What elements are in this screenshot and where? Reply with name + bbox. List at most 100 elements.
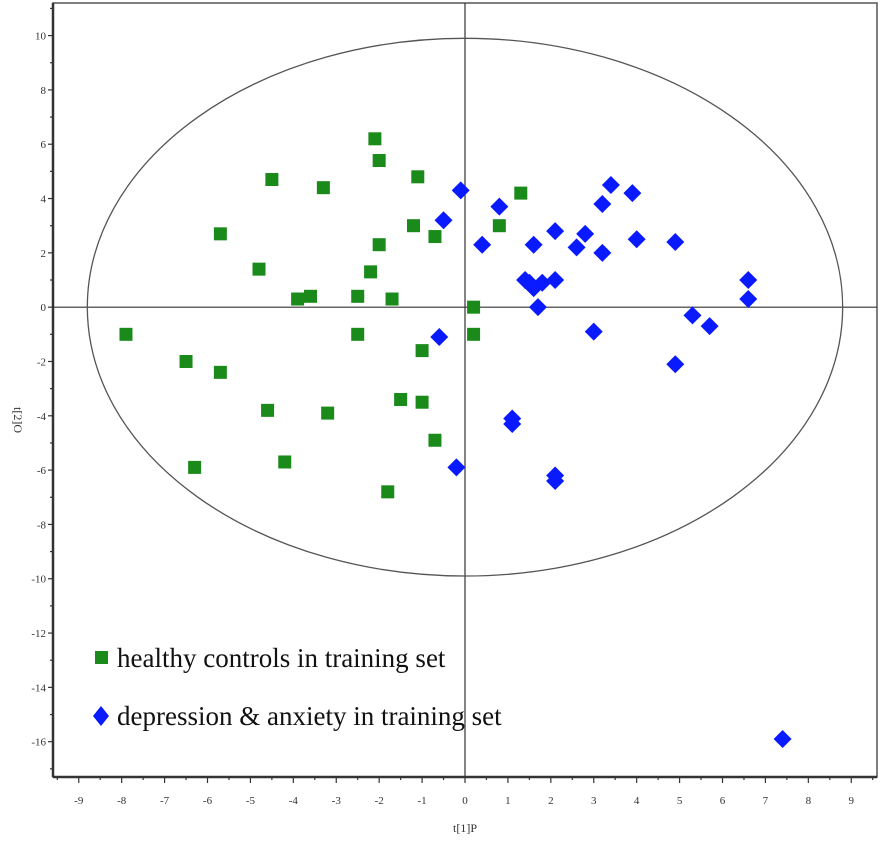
healthy-control-point: [316, 181, 330, 195]
depression-anxiety-point: [503, 414, 522, 433]
depression-anxiety-point: [593, 243, 612, 262]
depression-anxiety-point: [584, 322, 603, 341]
x-tick-label: 0: [462, 795, 468, 807]
x-tick-label: 2: [548, 795, 554, 807]
depression-anxiety-point: [490, 197, 509, 216]
healthy-control-point: [372, 238, 386, 252]
depression-anxiety-point: [528, 298, 547, 317]
depression-anxiety-point: [546, 222, 565, 241]
healthy-control-point: [252, 262, 266, 276]
x-tick-label: 3: [591, 795, 597, 807]
healthy-control-point: [381, 485, 395, 499]
healthy-control-point: [351, 327, 365, 341]
depression-anxiety-point: [576, 224, 595, 243]
axes: -9 -8 -7 -6 -5 -4 -3 -2 -1 0 1 2 3 4 5 6 7 8 91086420-2-4-…: [31, 2, 878, 807]
depression-anxiety-point: [593, 194, 612, 213]
depression-anxiety-point: [773, 729, 792, 748]
healthy-control-point: [514, 186, 528, 200]
healthy-control-point: [428, 230, 442, 244]
depression-anxiety-point: [700, 317, 719, 336]
depression-anxiety-point: [434, 211, 453, 230]
depression-anxiety-point: [473, 235, 492, 254]
depression-anxiety-point: [447, 458, 466, 477]
depression-anxiety-point: [546, 471, 565, 490]
healthy-control-point: [467, 327, 481, 341]
healthy-control-point: [492, 219, 506, 233]
x-tick-label: -7: [160, 795, 170, 807]
y-tick-label: -14: [31, 682, 46, 694]
depression-anxiety-point: [546, 271, 565, 290]
x-tick-label: 6: [720, 795, 726, 807]
healthy-control-point: [415, 395, 429, 409]
healthy-control-point: [467, 300, 481, 314]
healthy-control-point: [415, 344, 429, 358]
x-tick-label: -3: [332, 795, 342, 807]
x-tick-label: -5: [246, 795, 256, 807]
depression-anxiety-point: [524, 235, 543, 254]
depression-anxiety-point: [666, 232, 685, 251]
healthy-control-point: [351, 289, 365, 303]
depression-anxiety-point: [683, 306, 702, 325]
y-tick-label: -16: [31, 737, 46, 749]
healthy-control-point: [119, 327, 133, 341]
y-tick-label: -12: [31, 628, 46, 640]
healthy-control-point: [265, 173, 279, 187]
legend-label-healthy: healthy controls in training set: [117, 643, 446, 673]
legend-label-depression: depression & anxiety in training set: [117, 701, 502, 731]
depression-anxiety-point: [533, 273, 552, 292]
healthy-control-point: [278, 455, 292, 469]
depression-anxiety-point: [430, 328, 449, 347]
y-tick-label: 8: [41, 85, 47, 97]
x-tick-label: 5: [677, 795, 683, 807]
healthy-control-point: [407, 219, 420, 233]
healthy-control-point: [321, 406, 335, 420]
healthy-control-point: [394, 393, 408, 407]
x-tick-label: 8: [806, 795, 812, 807]
healthy-control-point: [428, 433, 442, 447]
y-tick-label: -6: [37, 465, 47, 477]
healthy-control-point: [188, 460, 202, 474]
depression-anxiety-point: [739, 271, 758, 290]
healthy-control-point: [291, 292, 305, 306]
healthy-control-point: [372, 154, 386, 168]
y-axis-label: t[2]O: [11, 407, 25, 433]
y-tick-label: -8: [37, 519, 47, 531]
x-tick-label: -9: [74, 795, 84, 807]
healthy-control-point: [213, 365, 227, 379]
healthy-control-point: [213, 227, 227, 241]
x-tick-label: -4: [289, 795, 299, 807]
data-points: [119, 132, 792, 748]
depression-anxiety-point: [567, 238, 586, 257]
x-tick-label: 1: [505, 795, 511, 807]
healthy-control-point: [411, 170, 425, 184]
healthy-control-point: [261, 403, 275, 417]
y-tick-label: -2: [37, 356, 46, 368]
x-tick-label: 9: [849, 795, 855, 807]
y-tick-label: -10: [31, 574, 46, 586]
healthy-control-point: [385, 292, 399, 306]
depression-anxiety-point: [666, 355, 685, 374]
y-tick-label: 2: [41, 248, 47, 260]
healthy-control-point: [368, 132, 382, 146]
depression-anxiety-point: [601, 175, 620, 194]
depression-anxiety-point: [623, 184, 642, 203]
y-tick-label: 6: [41, 139, 47, 151]
x-tick-label: -8: [117, 795, 127, 807]
healthy-control-point: [304, 289, 317, 303]
x-axis-label: t[1]P: [453, 821, 477, 835]
x-tick-label: -1: [417, 795, 426, 807]
y-tick-label: -4: [37, 411, 47, 423]
y-tick-label: 4: [41, 194, 47, 206]
healthy-control-point: [179, 354, 193, 368]
y-tick-label: 0: [41, 302, 47, 314]
depression-anxiety-point: [739, 290, 758, 309]
healthy-control-point: [364, 265, 378, 279]
x-tick-label: -2: [375, 795, 384, 807]
x-tick-label: 7: [763, 795, 769, 807]
y-tick-label: 10: [35, 31, 47, 43]
legend: healthy controls in training set depress…: [93, 643, 502, 731]
x-tick-label: -6: [203, 795, 213, 807]
legend-marker-healthy: [95, 651, 108, 664]
legend-marker-depression: [93, 706, 109, 726]
